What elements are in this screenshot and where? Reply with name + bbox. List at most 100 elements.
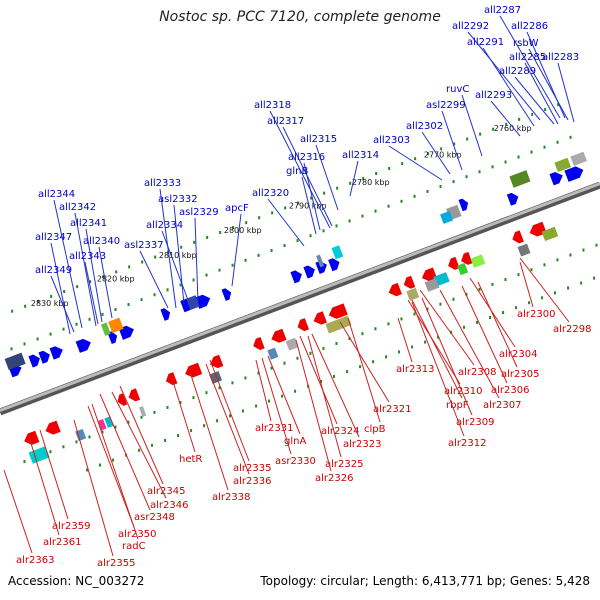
label-leader bbox=[439, 289, 500, 399]
track-dot bbox=[556, 140, 559, 144]
label-leader bbox=[421, 131, 451, 175]
gene-label-reverse: alr2355 bbox=[97, 558, 135, 569]
tick-label: 2770 kbp bbox=[424, 151, 462, 160]
feature-box-reverse bbox=[541, 226, 559, 242]
label-leader bbox=[307, 335, 342, 458]
label-leader bbox=[111, 391, 167, 499]
gene-label-reverse: alr2324 bbox=[321, 426, 359, 437]
label-leader bbox=[209, 359, 250, 462]
track-dot bbox=[216, 419, 219, 423]
label-leader bbox=[311, 333, 360, 438]
track-dot bbox=[335, 342, 338, 346]
track-dot bbox=[102, 275, 105, 279]
label-leader bbox=[29, 439, 60, 536]
track-dot bbox=[530, 150, 533, 154]
track-dot bbox=[151, 443, 154, 447]
gene-label-reverse: alr2361 bbox=[43, 537, 81, 548]
track-dot bbox=[554, 291, 557, 295]
label-leader bbox=[84, 261, 99, 325]
track-dot bbox=[478, 170, 481, 174]
gene-label-reverse: alr2350 bbox=[118, 529, 156, 540]
label-leader bbox=[411, 299, 463, 399]
accession-label: Accession: NC_003272 bbox=[8, 574, 145, 588]
reverse-gene-arrow bbox=[461, 251, 473, 265]
reverse-gene-arrow bbox=[512, 230, 524, 244]
track-dot bbox=[257, 371, 260, 375]
label-leader bbox=[255, 359, 272, 422]
track-dot bbox=[75, 440, 78, 444]
track-dot bbox=[543, 263, 546, 267]
forward-gene-arrow bbox=[458, 198, 469, 212]
track-dot bbox=[76, 285, 79, 289]
label-leader bbox=[524, 62, 559, 125]
gene-label-reverse: alr2331 bbox=[255, 423, 293, 434]
forward-gene-arrow bbox=[506, 192, 519, 206]
track-dot bbox=[323, 191, 326, 195]
track-dot bbox=[374, 327, 377, 331]
track-dot bbox=[62, 327, 65, 331]
label-leader bbox=[411, 301, 465, 437]
gene-label-reverse: alr2304 bbox=[499, 349, 537, 360]
feature-box-reverse bbox=[457, 262, 469, 276]
gene-label-forward: asl2329 bbox=[179, 207, 219, 218]
track-dot bbox=[49, 450, 52, 454]
reverse-gene-arrow bbox=[271, 328, 287, 343]
label-leader bbox=[315, 144, 339, 211]
track-dot bbox=[439, 302, 442, 306]
track-dot bbox=[101, 312, 104, 316]
label-leader bbox=[339, 321, 390, 403]
tick-label: 2780 kbp bbox=[352, 178, 390, 187]
reverse-gene-arrow bbox=[24, 430, 40, 445]
track-dot bbox=[335, 224, 338, 228]
track-dot bbox=[244, 258, 247, 262]
label-leader bbox=[74, 212, 97, 327]
track-dot bbox=[582, 248, 585, 252]
track-dot bbox=[297, 201, 300, 205]
feature-box-reverse bbox=[104, 416, 114, 428]
gene-label-forward: all2292 bbox=[452, 21, 489, 32]
forward-gene-arrow bbox=[75, 338, 91, 353]
track-dot bbox=[153, 293, 156, 297]
reverse-gene-arrow bbox=[253, 336, 265, 350]
track-dot bbox=[569, 135, 572, 139]
reverse-gene-arrow bbox=[388, 282, 402, 297]
label-leader bbox=[467, 31, 541, 121]
track-dot bbox=[556, 258, 559, 262]
feature-box-reverse bbox=[406, 287, 420, 301]
track-dot bbox=[89, 280, 92, 284]
tick-label: 2800 kbp bbox=[224, 226, 262, 235]
reverse-gene-arrow bbox=[421, 267, 438, 282]
gene-label-reverse: alr2335 bbox=[233, 463, 271, 474]
track-dot bbox=[180, 245, 183, 249]
gene-label-reverse: alr2336 bbox=[233, 476, 271, 487]
label-leader bbox=[461, 94, 483, 157]
track-dot bbox=[63, 290, 66, 294]
label-leader bbox=[87, 405, 135, 528]
feature-box-reverse bbox=[325, 315, 352, 334]
gene-label-forward: all2286 bbox=[511, 21, 548, 32]
track-dot bbox=[400, 317, 403, 321]
gene-label-reverse: alr2359 bbox=[52, 521, 90, 532]
feature-box-reverse bbox=[424, 278, 440, 292]
track-dot bbox=[153, 410, 156, 414]
label-leader bbox=[514, 76, 555, 125]
gene-label-reverse: rbpF bbox=[446, 400, 469, 411]
track-dot bbox=[11, 309, 14, 313]
track-dot bbox=[258, 216, 261, 220]
track-dot bbox=[193, 240, 196, 244]
label-leader bbox=[189, 371, 229, 491]
label-leader bbox=[194, 217, 199, 303]
forward-gene-arrow bbox=[107, 331, 118, 345]
genome-summary: Topology: circular; Length: 6,413,771 bp… bbox=[260, 574, 590, 588]
reverse-gene-arrow bbox=[313, 311, 327, 325]
tick-label: 2810 kbp bbox=[159, 251, 197, 260]
label-leader bbox=[441, 110, 463, 171]
track-dot bbox=[115, 270, 118, 274]
track-dot bbox=[543, 145, 546, 149]
feature-box-reverse bbox=[28, 446, 50, 464]
label-leader bbox=[50, 242, 71, 335]
track-dot bbox=[154, 255, 157, 259]
track-dot bbox=[140, 415, 143, 419]
label-leader bbox=[519, 257, 570, 323]
track-dot bbox=[387, 322, 390, 326]
